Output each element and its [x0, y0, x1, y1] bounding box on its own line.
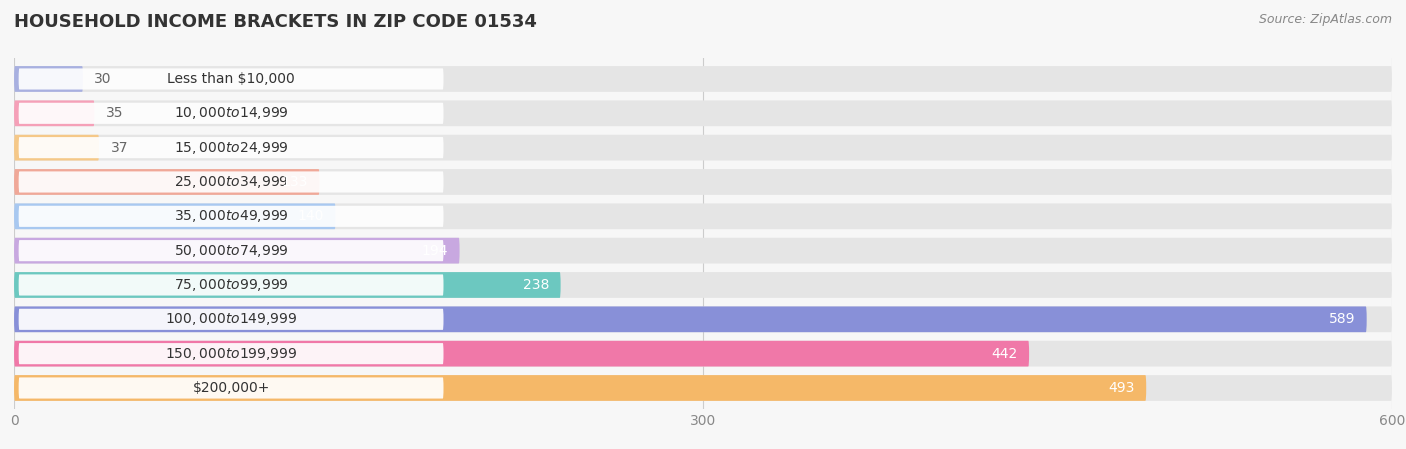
FancyBboxPatch shape — [14, 375, 1392, 401]
FancyBboxPatch shape — [14, 66, 83, 92]
FancyBboxPatch shape — [14, 272, 561, 298]
Text: 133: 133 — [281, 175, 308, 189]
Text: $150,000 to $199,999: $150,000 to $199,999 — [165, 346, 297, 361]
Text: 238: 238 — [523, 278, 550, 292]
FancyBboxPatch shape — [18, 137, 443, 158]
FancyBboxPatch shape — [14, 169, 319, 195]
Text: $10,000 to $14,999: $10,000 to $14,999 — [174, 106, 288, 121]
Text: 589: 589 — [1329, 313, 1355, 326]
Text: 493: 493 — [1108, 381, 1135, 395]
FancyBboxPatch shape — [14, 238, 1392, 264]
FancyBboxPatch shape — [18, 343, 443, 364]
FancyBboxPatch shape — [14, 101, 94, 126]
Text: $200,000+: $200,000+ — [193, 381, 270, 395]
Text: 35: 35 — [105, 106, 124, 120]
Text: Less than $10,000: Less than $10,000 — [167, 72, 295, 86]
Text: 442: 442 — [991, 347, 1018, 361]
FancyBboxPatch shape — [18, 309, 443, 330]
Text: 140: 140 — [298, 209, 325, 223]
FancyBboxPatch shape — [18, 103, 443, 124]
FancyBboxPatch shape — [18, 172, 443, 193]
Text: $35,000 to $49,999: $35,000 to $49,999 — [174, 208, 288, 224]
FancyBboxPatch shape — [18, 240, 443, 261]
FancyBboxPatch shape — [14, 375, 1146, 401]
Text: Source: ZipAtlas.com: Source: ZipAtlas.com — [1258, 13, 1392, 26]
FancyBboxPatch shape — [18, 68, 443, 89]
FancyBboxPatch shape — [14, 306, 1367, 332]
Text: 30: 30 — [94, 72, 112, 86]
Text: 194: 194 — [422, 244, 449, 258]
Text: HOUSEHOLD INCOME BRACKETS IN ZIP CODE 01534: HOUSEHOLD INCOME BRACKETS IN ZIP CODE 01… — [14, 13, 537, 31]
Text: 37: 37 — [111, 141, 128, 154]
FancyBboxPatch shape — [14, 169, 1392, 195]
Text: $15,000 to $24,999: $15,000 to $24,999 — [174, 140, 288, 156]
FancyBboxPatch shape — [14, 238, 460, 264]
FancyBboxPatch shape — [18, 274, 443, 295]
FancyBboxPatch shape — [14, 203, 336, 229]
FancyBboxPatch shape — [14, 135, 98, 160]
Text: $75,000 to $99,999: $75,000 to $99,999 — [174, 277, 288, 293]
FancyBboxPatch shape — [14, 341, 1029, 366]
FancyBboxPatch shape — [14, 272, 1392, 298]
FancyBboxPatch shape — [14, 306, 1392, 332]
Text: $100,000 to $149,999: $100,000 to $149,999 — [165, 311, 297, 327]
Text: $50,000 to $74,999: $50,000 to $74,999 — [174, 242, 288, 259]
FancyBboxPatch shape — [18, 206, 443, 227]
FancyBboxPatch shape — [14, 66, 1392, 92]
FancyBboxPatch shape — [14, 341, 1392, 366]
Text: $25,000 to $34,999: $25,000 to $34,999 — [174, 174, 288, 190]
FancyBboxPatch shape — [14, 203, 1392, 229]
FancyBboxPatch shape — [14, 135, 1392, 160]
FancyBboxPatch shape — [18, 378, 443, 399]
FancyBboxPatch shape — [14, 101, 1392, 126]
